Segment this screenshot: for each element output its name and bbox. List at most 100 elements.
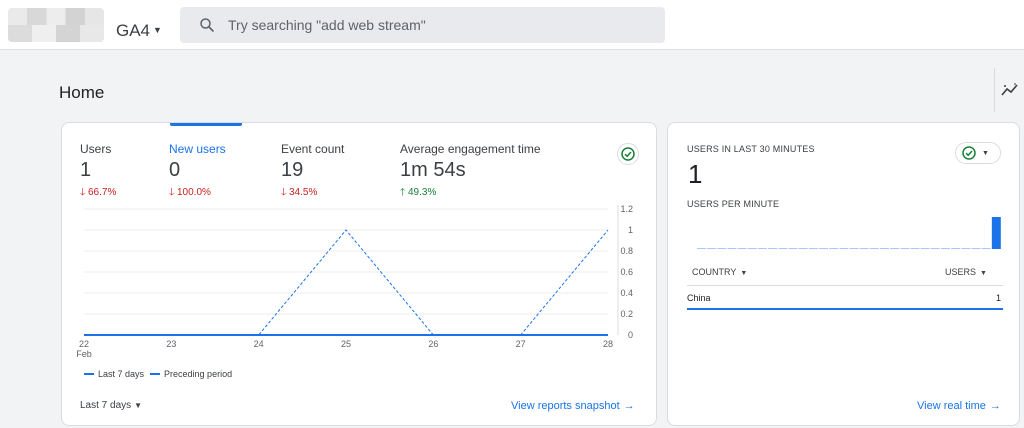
table-cell-country: China xyxy=(687,293,711,303)
metric-delta-value: 34.5% xyxy=(288,187,318,198)
date-range-dropdown[interactable]: Last 7 days ▼ xyxy=(80,400,142,411)
legend-item-last-7-days: Last 7 days xyxy=(84,369,144,379)
legend-label: Preceding period xyxy=(164,369,233,379)
metric-delta-value: 49.3% xyxy=(407,187,437,198)
minute-bar xyxy=(859,248,869,249)
legend-swatch-solid xyxy=(84,373,94,375)
realtime-title: USERS IN LAST 30 MINUTES xyxy=(687,144,815,154)
minute-bar xyxy=(920,248,930,249)
minute-bar xyxy=(727,248,737,249)
metric-label: Event count xyxy=(281,142,345,156)
metric-value: 19 xyxy=(281,159,304,181)
table-divider xyxy=(687,285,1003,286)
arrow-right-icon: → xyxy=(623,400,635,412)
minute-bar xyxy=(991,217,1001,249)
x-tick-label: 25 xyxy=(341,339,351,349)
minute-bar xyxy=(717,248,727,249)
insights-icon xyxy=(1000,83,1018,96)
page-title: Home xyxy=(59,83,105,102)
y-tick-label: 1 xyxy=(628,225,633,235)
metric-delta: 🡓 66.7% xyxy=(80,185,116,202)
y-tick-label: 1.2 xyxy=(620,204,633,214)
minute-bar xyxy=(941,248,950,249)
overview-card: Users 1 🡓 66.7% New users 0 🡓 100.0% Eve… xyxy=(61,122,657,426)
users-per-minute-bar-chart xyxy=(697,217,1001,249)
minute-bar xyxy=(961,248,971,249)
caret-down-icon: ▼ xyxy=(153,25,162,35)
realtime-status-dropdown[interactable]: ▼ xyxy=(955,142,1001,164)
property-selector[interactable]: GA4 ▼ xyxy=(116,21,162,41)
metric-delta: 🡓 34.5% xyxy=(281,185,317,202)
check-circle-icon xyxy=(962,146,976,160)
minute-bar xyxy=(839,248,849,249)
minute-bar xyxy=(951,248,961,249)
minute-bar xyxy=(778,248,788,249)
minute-bar xyxy=(808,248,818,249)
x-tick-label: 24 xyxy=(254,339,264,349)
series-line-preceding-period xyxy=(84,229,609,336)
minute-bar xyxy=(697,248,706,249)
metric-delta-value: 100.0% xyxy=(176,187,211,198)
search-icon xyxy=(200,18,214,32)
view-reports-snapshot-link[interactable]: View reports snapshot → xyxy=(511,400,635,412)
column-header-country[interactable]: COUNTRY ▼ xyxy=(692,267,747,277)
legend-label: Last 7 days xyxy=(98,369,145,379)
minute-bar xyxy=(819,248,828,249)
minute-bar xyxy=(829,248,839,249)
x-tick-label: 26 xyxy=(428,339,438,349)
link-label: View reports snapshot xyxy=(511,400,620,412)
overview-line-chart: 1.2 1 0.8 0.6 0.4 0.2 0 22 23 24 25 26 27 28 Feb xyxy=(76,204,633,359)
y-tick-label: 0.8 xyxy=(620,246,633,256)
check-circle-icon xyxy=(621,147,635,161)
y-tick-label: 0.4 xyxy=(620,288,633,298)
arrow-down-icon: 🡓 xyxy=(169,187,175,198)
arrow-down-icon: 🡓 xyxy=(80,187,86,198)
link-label: View real time xyxy=(917,400,986,412)
y-tick-label: 0.2 xyxy=(620,309,633,319)
minute-bar xyxy=(747,248,757,249)
column-label: USERS xyxy=(945,267,977,277)
table-cell-users: 1 xyxy=(996,293,1002,303)
metric-delta: 🡑 49.3% xyxy=(400,185,436,202)
insights-button[interactable] xyxy=(994,68,1024,112)
x-tick-label: 23 xyxy=(166,339,176,349)
account-logo[interactable] xyxy=(8,8,104,42)
minute-bar xyxy=(869,248,879,249)
minute-bar xyxy=(890,248,900,249)
users-per-minute-label: USERS PER MINUTE xyxy=(687,199,780,209)
table-row-value-bar xyxy=(687,308,1003,310)
metric-delta: 🡓 100.0% xyxy=(169,185,211,202)
minute-bar xyxy=(707,248,717,249)
minute-bar xyxy=(768,248,778,249)
legend-item-preceding-period: Preceding period xyxy=(150,369,232,379)
data-quality-status-button[interactable] xyxy=(617,143,639,165)
minute-bar xyxy=(849,248,859,249)
minute-bar xyxy=(900,248,910,249)
minute-bar xyxy=(880,248,889,249)
minute-bar xyxy=(737,248,747,249)
metric-value: 0 xyxy=(169,159,181,181)
minute-bar xyxy=(758,248,767,249)
metric-label: New users xyxy=(169,142,226,156)
search-bar[interactable] xyxy=(180,7,665,43)
x-tick-label: 27 xyxy=(516,339,526,349)
active-tab-indicator xyxy=(170,123,242,126)
minute-bar xyxy=(910,248,920,249)
arrow-down-icon: 🡓 xyxy=(281,187,287,198)
y-tick-label: 0 xyxy=(628,330,633,340)
search-input[interactable] xyxy=(228,7,648,43)
view-real-time-link[interactable]: View real time → xyxy=(917,400,1001,412)
metric-label: Average engagement time xyxy=(400,142,541,156)
metric-label: Users xyxy=(80,142,112,156)
minute-bar xyxy=(971,248,981,249)
caret-down-icon: ▼ xyxy=(740,270,748,277)
minute-bar xyxy=(798,248,808,249)
metric-value: 1m 54s xyxy=(400,159,466,181)
caret-down-icon: ▼ xyxy=(980,270,987,277)
chart-legend: Last 7 days Preceding period xyxy=(84,369,238,379)
minute-bar xyxy=(788,248,798,249)
column-label: COUNTRY xyxy=(692,267,737,277)
top-bar: GA4 ▼ xyxy=(0,0,1024,50)
column-header-users[interactable]: USERS ▼ xyxy=(945,267,987,277)
minute-bar xyxy=(930,248,940,249)
